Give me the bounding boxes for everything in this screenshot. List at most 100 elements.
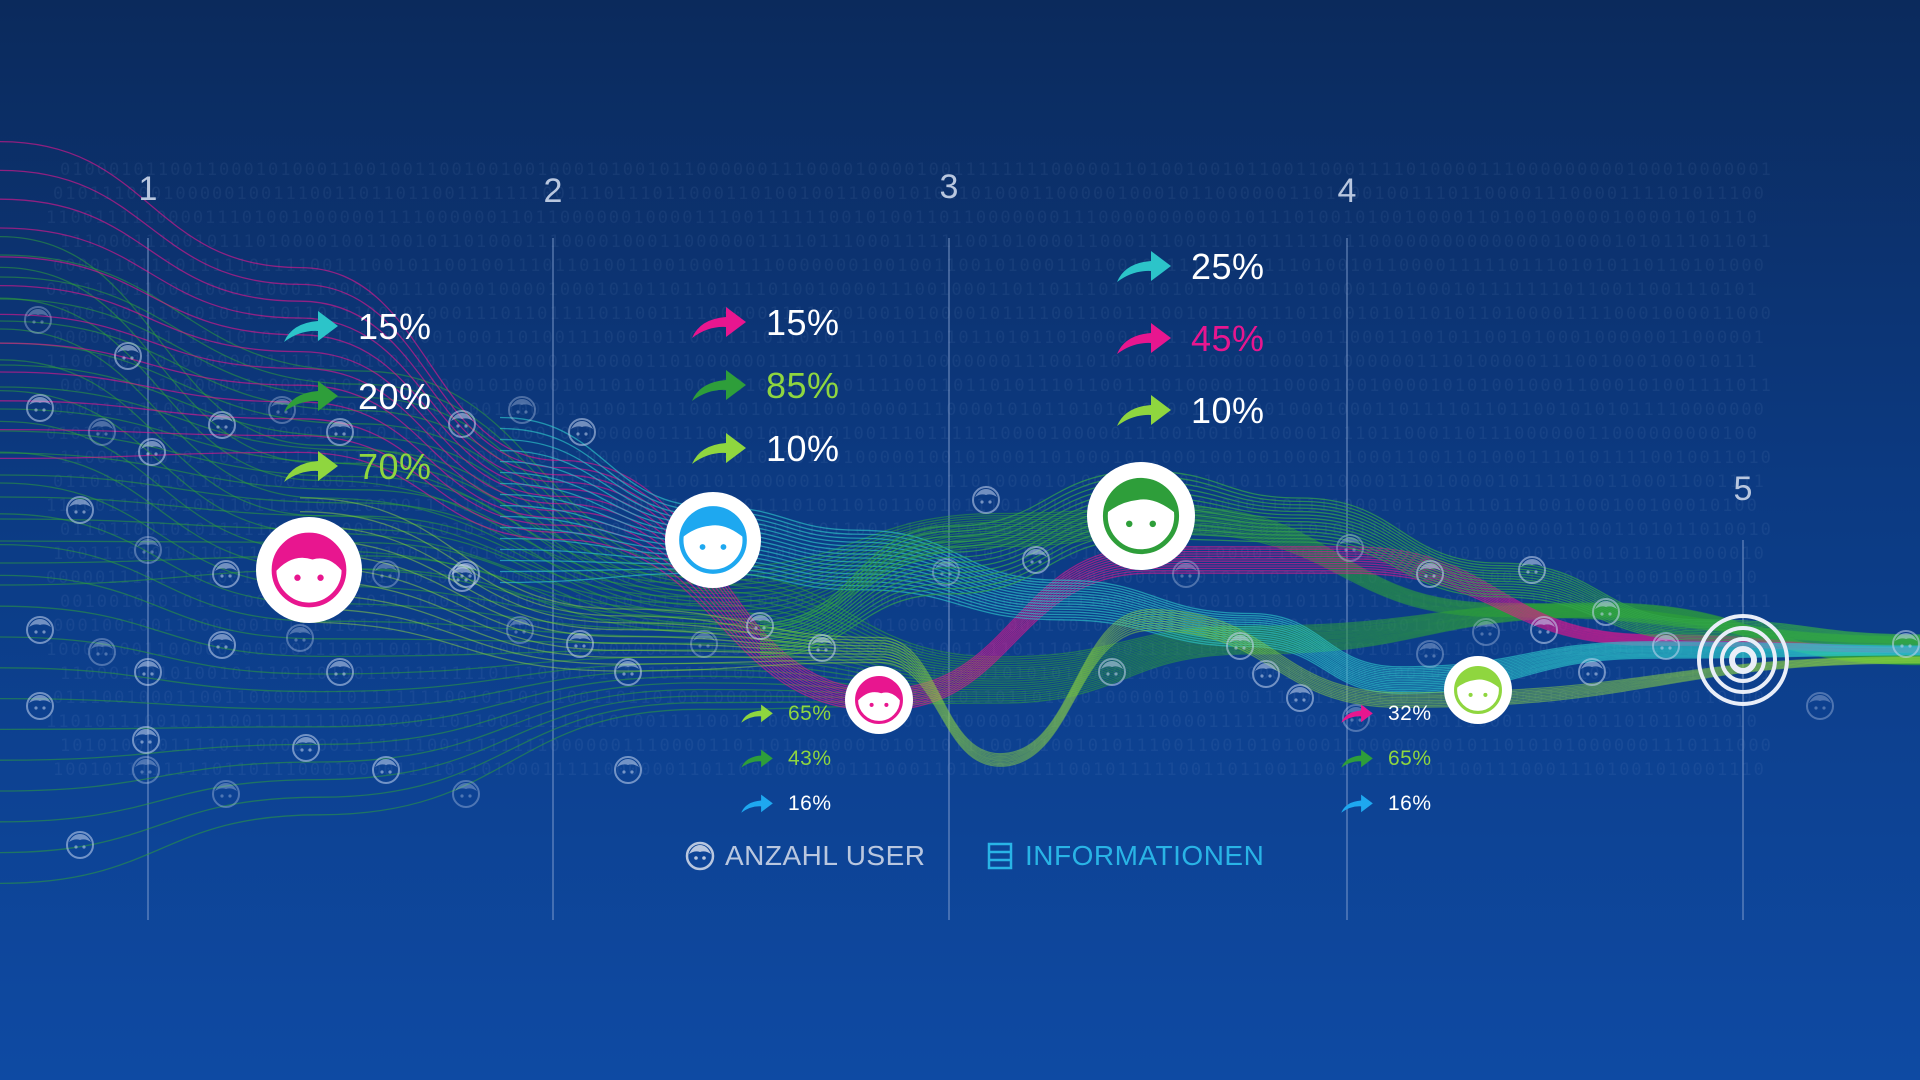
binary-row: 0110101001011011010011001111111101101110… [53, 472, 1766, 492]
binary-row: 1110011100010011011111000100001111100111… [46, 496, 1759, 516]
percentage-value: 10% [1191, 390, 1265, 431]
binary-row: 1100010101011011111110111001010011000100… [60, 448, 1773, 468]
user-marker-icon [1252, 660, 1280, 688]
user-marker-icon [452, 780, 480, 808]
percentage-row: 65% [740, 702, 832, 726]
user-marker-icon [208, 631, 236, 659]
percentage-row: 65% [1340, 747, 1432, 771]
user-marker-icon [1022, 546, 1050, 574]
percentage-row: 16% [1340, 792, 1432, 816]
percentage-row: 16% [740, 792, 832, 816]
user-marker-icon [1592, 598, 1620, 626]
user-marker-icon [134, 658, 162, 686]
user-marker-icon [508, 396, 536, 424]
curved-arrow-icon [1341, 794, 1373, 813]
user-marker-icon [1892, 630, 1920, 658]
user-marker-icon [1806, 692, 1834, 720]
percentage-row: 25% [1115, 246, 1265, 288]
percentage-value: 15% [766, 302, 840, 343]
node-girl-face-icon [256, 517, 362, 623]
user-marker-icon [66, 831, 94, 859]
percentage-value: 70% [358, 446, 432, 487]
legend-users: ANZAHL USER [685, 840, 926, 872]
binary-row: 0000111110011111111111000010111001001100… [53, 400, 1766, 420]
user-marker-icon [88, 638, 116, 666]
user-marker-icon [1172, 560, 1200, 588]
node-boy-face-icon [665, 492, 761, 588]
user-markers [24, 306, 1920, 859]
user-marker-icon [286, 624, 314, 652]
curved-arrow-icon [1117, 251, 1171, 282]
user-marker-icon [568, 418, 596, 446]
user-marker-icon [1286, 684, 1314, 712]
user-marker-icon [1578, 658, 1606, 686]
percentage-row: 10% [1115, 390, 1265, 432]
percentage-row: 15% [282, 306, 432, 348]
user-marker-icon [132, 726, 160, 754]
binary-row: 0000110111011111011110011100101100100111… [53, 256, 1766, 276]
binary-row: 1100111110000111010010000001111000000110… [46, 208, 1759, 228]
user-marker-icon [1472, 618, 1500, 646]
binary-row: 1010100101111011000010011111110011111111… [60, 736, 1773, 756]
user-marker-icon [1518, 556, 1546, 584]
user-marker-icon [1652, 632, 1680, 660]
percentage-value: 32% [1388, 702, 1432, 725]
curved-arrow-icon [284, 451, 338, 482]
percentage-row: 15% [690, 302, 840, 344]
stage-label: 1 [138, 170, 158, 208]
user-marker-icon [24, 306, 52, 334]
curved-arrow-icon [692, 370, 746, 401]
binary-row: 0100010110011000101000110010011001001001… [60, 160, 1773, 180]
user-marker-icon [506, 616, 534, 644]
percentage-row: 10% [690, 428, 840, 470]
user-marker-icon [690, 630, 718, 658]
curved-arrow-icon [284, 311, 338, 342]
user-marker-icon [1098, 658, 1126, 686]
user-marker-icon [1416, 640, 1444, 668]
user-marker-icon [808, 634, 836, 662]
percentage-value: 20% [358, 376, 432, 417]
user-marker-icon [326, 658, 354, 686]
curved-arrow-icon [741, 704, 773, 723]
user-marker-icon [614, 756, 642, 784]
user-marker-icon [88, 418, 116, 446]
user-marker-icon [372, 756, 400, 784]
binary-row: 0001001010101011110110111001010001110110… [60, 304, 1773, 324]
stage-label: 4 [1337, 172, 1357, 210]
legend-info-label: INFORMATIONEN [1025, 840, 1265, 871]
user-marker-icon [372, 560, 400, 588]
percentage-value: 10% [766, 428, 840, 469]
user-marker-icon [208, 411, 236, 439]
binary-row: 0000111011000001100000101111101000101000… [60, 376, 1773, 396]
user-marker-icon [972, 486, 1000, 514]
node-girl-face-icon [845, 666, 913, 734]
curved-arrow-icon [1117, 395, 1171, 426]
percentage-value: 85% [766, 365, 840, 406]
user-marker-icon [1530, 616, 1558, 644]
legend-informationen: INFORMATIONEN [985, 840, 1264, 872]
binary-row: 0101110001000001001110011011011001111111… [53, 184, 1766, 204]
user-marker-icon [746, 612, 774, 640]
stage-label: 3 [939, 168, 959, 206]
curved-arrow-icon [284, 381, 338, 412]
user-marker-icon [1226, 632, 1254, 660]
stack-icon [987, 842, 1013, 870]
binary-row: 1100100110100000001111110010011011010010… [46, 352, 1759, 372]
percentage-value: 65% [788, 702, 832, 725]
user-marker-icon [614, 658, 642, 686]
stage-label: 2 [543, 172, 563, 210]
percentage-value: 15% [358, 306, 432, 347]
node-boy-face-icon [1444, 656, 1512, 724]
percentage-value: 16% [1388, 792, 1432, 815]
user-marker-icon [268, 396, 296, 424]
curved-arrow-icon [741, 749, 773, 768]
percentage-value: 45% [1191, 318, 1265, 359]
percentage-row: 20% [282, 376, 432, 418]
user-marker-icon [26, 394, 54, 422]
user-marker-icon [114, 342, 142, 370]
user-face-icon [685, 841, 715, 871]
binary-row: 0010010001011110011100101011110011000100… [60, 592, 1773, 612]
user-marker-icon [1336, 534, 1364, 562]
